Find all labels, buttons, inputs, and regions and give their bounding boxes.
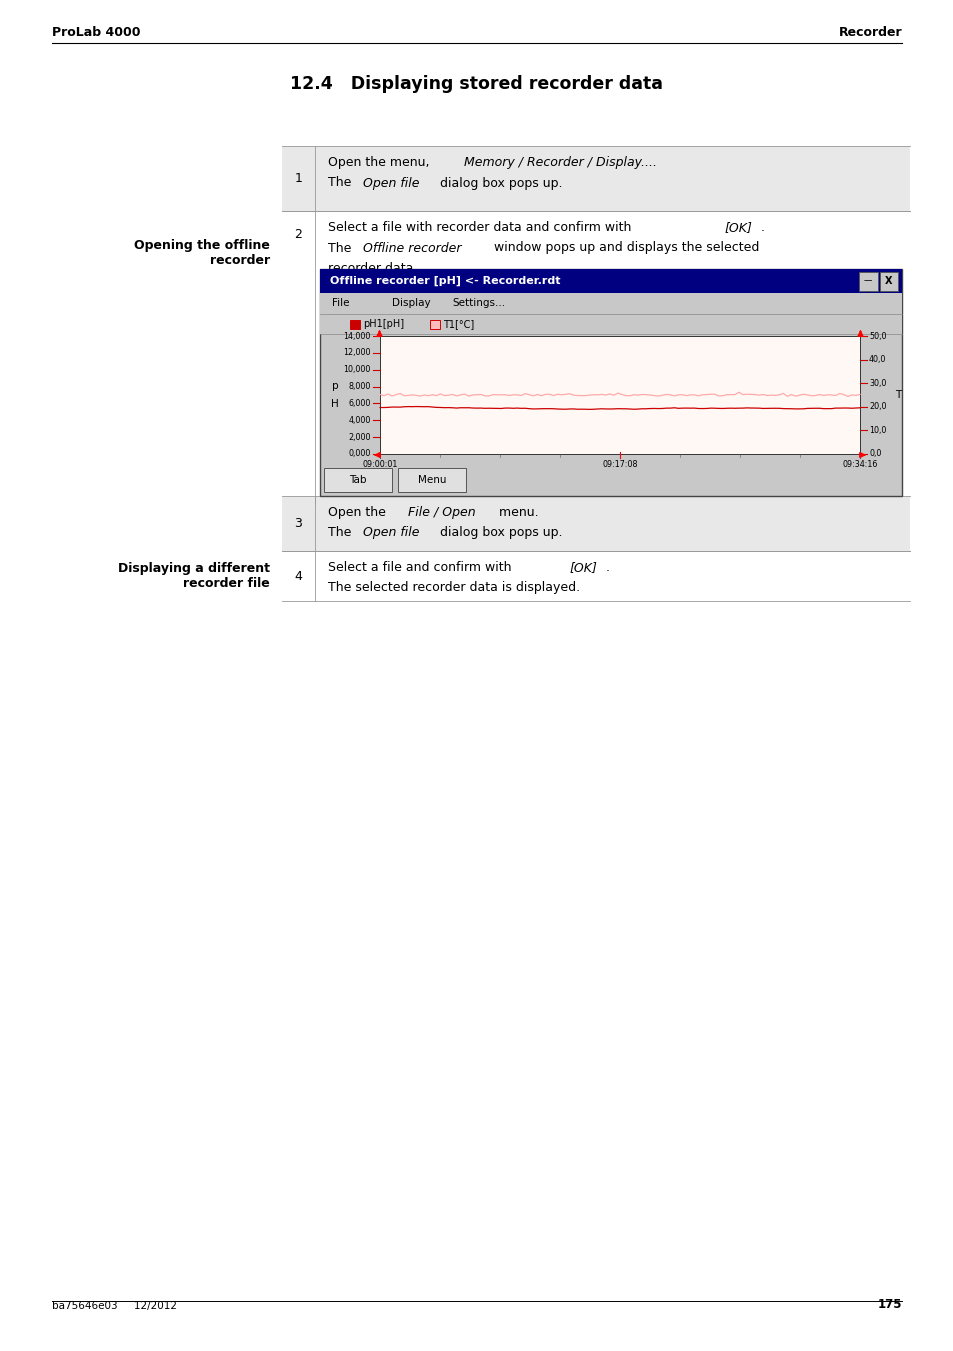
Text: dialog box pops up.: dialog box pops up. xyxy=(436,177,562,189)
Text: 4,000: 4,000 xyxy=(348,416,371,424)
Text: T1[°C]: T1[°C] xyxy=(442,319,474,330)
Text: The: The xyxy=(328,242,355,254)
Text: Open file: Open file xyxy=(363,527,419,539)
Text: 0,0: 0,0 xyxy=(868,450,881,458)
Text: Open file: Open file xyxy=(363,177,419,189)
Text: 30,0: 30,0 xyxy=(868,378,885,388)
Bar xyxy=(319,313,901,334)
Bar xyxy=(282,496,909,551)
Text: 0,000: 0,000 xyxy=(348,450,371,458)
Text: 2,000: 2,000 xyxy=(348,432,371,442)
Text: H: H xyxy=(331,399,338,409)
Text: Offline recorder [pH] <- Recorder.rdt: Offline recorder [pH] <- Recorder.rdt xyxy=(330,276,560,286)
Text: Settings...: Settings... xyxy=(452,299,504,308)
Text: 4: 4 xyxy=(294,570,302,582)
Text: File: File xyxy=(332,299,349,308)
Text: Select a file with recorder data and confirm with: Select a file with recorder data and con… xyxy=(328,222,635,234)
Text: Recorder: Recorder xyxy=(838,26,901,39)
Text: Tab: Tab xyxy=(349,476,366,485)
Bar xyxy=(282,211,909,504)
Text: window pops up and displays the selected: window pops up and displays the selected xyxy=(490,242,759,254)
Text: .: . xyxy=(605,561,609,574)
Text: Open the: Open the xyxy=(328,507,390,519)
Text: 175: 175 xyxy=(877,1298,901,1310)
Text: 09:00:01: 09:00:01 xyxy=(362,459,397,469)
Text: Open the menu,: Open the menu, xyxy=(328,155,433,169)
Text: Display: Display xyxy=(392,299,430,308)
Text: 20,0: 20,0 xyxy=(868,403,885,411)
Bar xyxy=(319,269,901,496)
Text: 10,000: 10,000 xyxy=(343,365,371,374)
Bar xyxy=(858,272,877,290)
Text: 10,0: 10,0 xyxy=(868,426,885,435)
Text: 2: 2 xyxy=(294,228,302,242)
Text: T: T xyxy=(894,390,901,400)
Text: [OK]: [OK] xyxy=(569,561,598,574)
Bar xyxy=(350,320,359,330)
Text: ba75646e03     12/2012: ba75646e03 12/2012 xyxy=(52,1301,177,1310)
Text: dialog box pops up.: dialog box pops up. xyxy=(436,527,562,539)
Text: The: The xyxy=(328,527,355,539)
Text: 12.4   Displaying stored recorder data: 12.4 Displaying stored recorder data xyxy=(291,76,662,93)
Text: File / Open: File / Open xyxy=(408,507,475,519)
Text: Menu: Menu xyxy=(417,476,446,485)
Bar xyxy=(379,336,859,454)
Text: —: — xyxy=(863,277,872,285)
Text: [OK]: [OK] xyxy=(724,222,752,234)
Text: menu.: menu. xyxy=(495,507,538,519)
Bar xyxy=(282,551,909,601)
Text: Opening the offline
recorder: Opening the offline recorder xyxy=(134,239,270,267)
Bar xyxy=(282,146,909,211)
Bar xyxy=(879,272,897,290)
Text: 50,0: 50,0 xyxy=(868,331,885,340)
Text: ProLab 4000: ProLab 4000 xyxy=(52,26,140,39)
Text: Offline recorder: Offline recorder xyxy=(363,242,461,254)
Text: p: p xyxy=(332,381,338,390)
Text: recorder data.: recorder data. xyxy=(328,262,417,276)
Text: 8,000: 8,000 xyxy=(348,382,371,390)
Text: 09:17:08: 09:17:08 xyxy=(601,459,638,469)
Text: 6,000: 6,000 xyxy=(348,399,371,408)
Text: 09:34:16: 09:34:16 xyxy=(841,459,877,469)
Text: 09/05/2007: 09/05/2007 xyxy=(324,473,375,482)
Bar xyxy=(319,269,901,293)
Bar xyxy=(430,320,439,330)
Text: The selected recorder data is displayed.: The selected recorder data is displayed. xyxy=(328,581,579,594)
Text: 3: 3 xyxy=(294,517,302,530)
Text: pH1[pH]: pH1[pH] xyxy=(363,319,404,330)
Text: Memory / Recorder / Display....: Memory / Recorder / Display.... xyxy=(464,155,657,169)
Text: X: X xyxy=(884,276,892,286)
Bar xyxy=(324,467,392,492)
Text: 1: 1 xyxy=(294,172,302,185)
Text: The: The xyxy=(328,177,355,189)
Text: Displaying a different
recorder file: Displaying a different recorder file xyxy=(118,562,270,590)
Bar xyxy=(397,467,465,492)
Text: .: . xyxy=(760,222,763,234)
Text: 12,000: 12,000 xyxy=(343,349,371,358)
Text: 14,000: 14,000 xyxy=(343,331,371,340)
Bar xyxy=(319,293,901,313)
Text: Select a file and confirm with: Select a file and confirm with xyxy=(328,561,515,574)
Text: 40,0: 40,0 xyxy=(868,355,885,365)
